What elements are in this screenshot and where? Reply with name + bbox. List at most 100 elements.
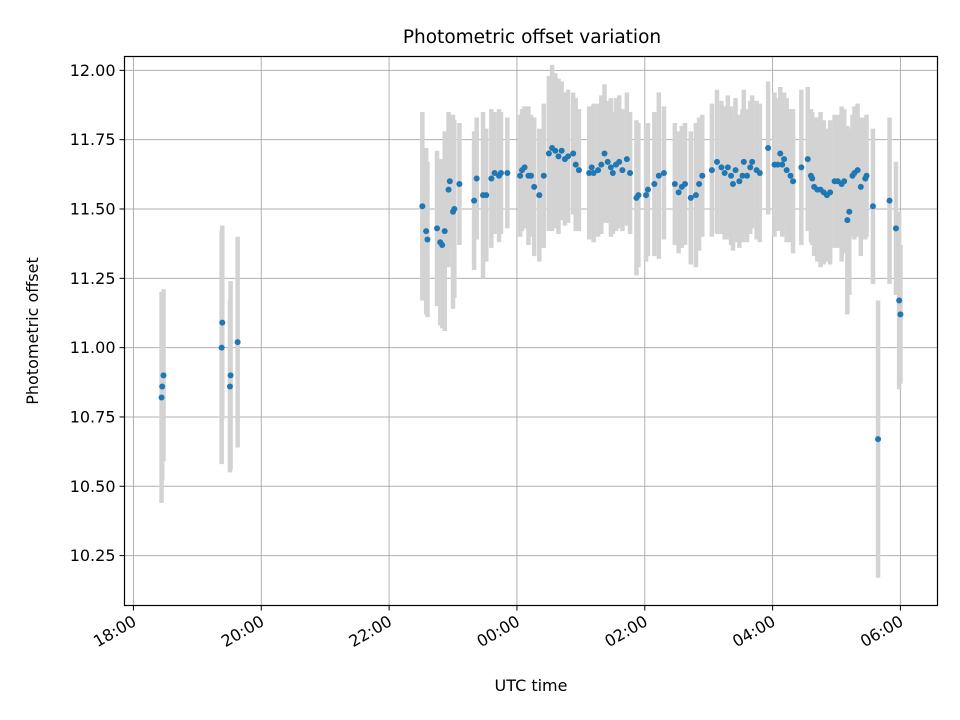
data-point — [671, 181, 678, 188]
data-point — [158, 394, 165, 401]
plot-frame — [123, 55, 939, 607]
data-point — [675, 189, 682, 196]
data-point — [732, 167, 739, 174]
data-point — [682, 181, 689, 188]
y-tick-label: 10.50 — [70, 477, 116, 496]
y-tick-label: 10.75 — [70, 407, 116, 426]
data-point — [555, 153, 562, 160]
data-point — [607, 164, 614, 171]
data-point — [473, 175, 480, 182]
data-point — [892, 225, 899, 232]
data-point — [736, 178, 743, 185]
y-tick-label: 11.25 — [70, 269, 116, 288]
data-point — [708, 167, 715, 174]
y-tick-label: 11.50 — [70, 200, 116, 219]
data-point — [869, 203, 876, 210]
data-point — [687, 194, 694, 201]
data-point — [696, 181, 703, 188]
data-point — [787, 172, 794, 179]
data-point — [744, 172, 751, 179]
data-point — [756, 169, 763, 176]
data-point — [781, 156, 788, 163]
data-point — [595, 167, 602, 174]
data-point — [552, 147, 559, 154]
data-point — [483, 192, 490, 199]
data-point — [747, 164, 754, 171]
data-point — [886, 197, 893, 204]
data-point — [545, 150, 552, 157]
y-tick-label: 11.00 — [70, 338, 116, 357]
data-point — [854, 167, 861, 174]
data-point — [439, 242, 446, 249]
data-point — [728, 172, 735, 179]
data-point — [863, 172, 870, 179]
x-axis-label: UTC time — [495, 676, 568, 695]
data-point — [779, 161, 786, 168]
data-point — [558, 147, 565, 154]
data-point — [575, 167, 582, 174]
y-axis-ticks: 10.25 10.50 10.75 11.00 11.25 11.50 11.75 12.00 — [70, 61, 125, 565]
data-point — [590, 169, 597, 176]
data-point — [456, 181, 463, 188]
data-point — [588, 164, 595, 171]
data-point — [718, 164, 725, 171]
data-point — [846, 208, 853, 215]
data-point — [604, 158, 611, 165]
data-point — [497, 169, 504, 176]
data-point — [749, 158, 756, 165]
data-point — [441, 228, 448, 235]
data-point — [601, 150, 608, 157]
data-point — [783, 167, 790, 174]
data-point — [540, 172, 547, 179]
data-point — [619, 167, 626, 174]
data-point — [635, 192, 642, 199]
data-point — [424, 236, 431, 243]
data-point — [226, 383, 233, 390]
data-point — [565, 153, 572, 160]
data-point — [827, 189, 834, 196]
data-point — [234, 339, 241, 346]
data-point — [643, 192, 650, 199]
y-axis-label: Photometric offset — [23, 257, 42, 405]
data-point — [739, 172, 746, 179]
data-point — [798, 164, 805, 171]
y-tick-label: 11.75 — [70, 130, 116, 149]
data-point — [841, 178, 848, 185]
data-point — [740, 158, 747, 165]
data-point — [572, 161, 579, 168]
data-point — [857, 183, 864, 190]
y-tick-label: 10.25 — [70, 546, 116, 565]
data-point — [445, 186, 452, 193]
data-point — [451, 206, 458, 212]
data-point — [488, 175, 495, 182]
data-point — [504, 169, 511, 176]
point-layer — [158, 145, 904, 443]
data-point — [491, 169, 498, 176]
data-point — [219, 319, 226, 326]
data-point — [423, 228, 430, 235]
data-point — [777, 150, 784, 157]
data-point — [774, 161, 781, 168]
data-point — [724, 164, 731, 171]
data-point — [531, 183, 538, 190]
data-point — [627, 169, 634, 176]
data-point — [159, 383, 166, 390]
data-point — [790, 178, 797, 185]
data-point — [875, 436, 882, 443]
data-point — [570, 150, 577, 157]
data-point — [844, 217, 851, 224]
data-point — [160, 372, 167, 379]
data-point — [713, 158, 720, 165]
data-point — [598, 161, 605, 168]
data-point — [809, 175, 816, 182]
data-point — [897, 311, 904, 318]
data-point — [644, 186, 651, 193]
data-point — [586, 169, 593, 176]
data-point — [765, 145, 772, 151]
data-point — [699, 172, 706, 179]
data-point — [446, 178, 453, 185]
data-point — [528, 172, 534, 179]
data-point — [729, 181, 736, 188]
